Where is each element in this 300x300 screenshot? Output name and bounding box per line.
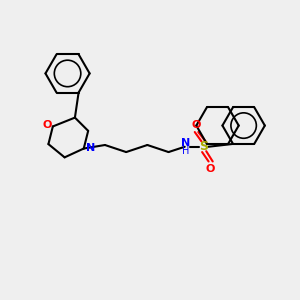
Text: N: N bbox=[181, 138, 190, 148]
Text: O: O bbox=[206, 164, 215, 174]
Text: N: N bbox=[85, 143, 95, 153]
Text: O: O bbox=[192, 120, 201, 130]
Text: O: O bbox=[42, 120, 52, 130]
Text: S: S bbox=[200, 140, 208, 153]
Text: H: H bbox=[182, 146, 189, 156]
